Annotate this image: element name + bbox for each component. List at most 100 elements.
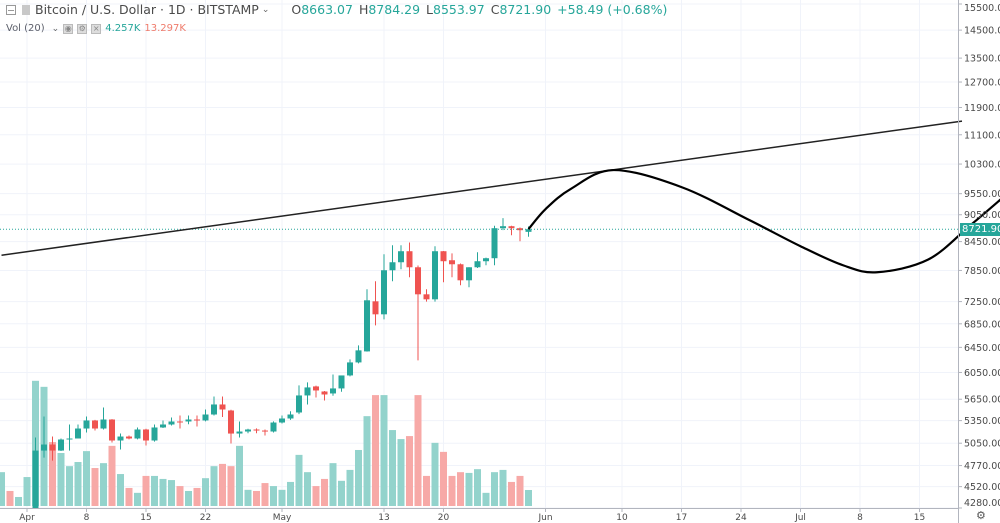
candle-body: [32, 450, 39, 508]
candle: [338, 375, 345, 392]
eye-icon[interactable]: ◉: [63, 24, 74, 34]
candle-body: [126, 436, 132, 439]
price-tick-label: 8450.00: [964, 237, 1000, 248]
candle-body: [219, 404, 226, 410]
candle-body: [449, 260, 455, 265]
candle-body: [372, 301, 379, 315]
candle-body: [525, 229, 532, 232]
volume-bar: [66, 466, 73, 506]
price-tick-label: 10300.00: [964, 160, 1000, 171]
candle-body: [185, 419, 192, 422]
gear-icon[interactable]: ⚙: [77, 24, 88, 34]
volume-bar: [321, 478, 328, 506]
symbol-legend: Bitcoin / U.S. Dollar · 1D · BITSTAMP ⌄ …: [6, 2, 667, 18]
volume-bar: [448, 475, 456, 506]
candle: [466, 267, 472, 288]
volume-bar: [406, 436, 413, 506]
volume-bar: [516, 475, 524, 506]
volume-bar: [117, 474, 124, 506]
candle: [364, 289, 370, 352]
volume-bar: [134, 492, 141, 506]
volume-bar: [261, 483, 269, 506]
candle-body: [491, 228, 498, 259]
candle: [330, 374, 336, 396]
volume-ma-value: 13.297K: [144, 23, 186, 34]
volume-bar: [338, 480, 345, 506]
candle: [228, 409, 234, 444]
chevron-down-icon[interactable]: ⌄: [261, 5, 270, 15]
volume-bar: [465, 472, 473, 506]
price-tick-label: 7850.00: [964, 266, 1000, 277]
volume-bar: [74, 462, 82, 506]
low-value: 8553.97: [433, 2, 485, 17]
open-key: O: [291, 2, 302, 17]
time-tick-label: Apr: [19, 513, 35, 523]
candle: [49, 436, 56, 461]
symbol-logo-icon: [22, 5, 30, 15]
candle: [202, 409, 209, 422]
candle: [262, 429, 268, 436]
gear-icon[interactable]: ⚙: [976, 509, 986, 522]
candle-body: [194, 419, 200, 421]
candle-body: [143, 429, 149, 441]
candle: [500, 218, 506, 231]
price-tick-label: 5050.00: [964, 439, 1000, 450]
volume-bar: [440, 451, 447, 506]
price-axis[interactable]: 15500.00 14500.00 13500.00 12700.00 11900.00…: [958, 3, 1000, 509]
candle: [415, 265, 421, 361]
time-tick-label: Jun: [537, 513, 552, 523]
time-axis[interactable]: Apr 8 15 22 May 13 20 Jun 10 17 24 Jul 8 15: [19, 508, 925, 523]
candle: [440, 250, 447, 283]
symbol-title[interactable]: Bitcoin / U.S. Dollar · 1D · BITSTAMP: [35, 2, 259, 17]
time-tick-label: Jul: [794, 513, 806, 523]
volume-bar: [159, 478, 167, 506]
candle-body: [75, 428, 81, 439]
candle: [347, 359, 353, 377]
candle: [457, 263, 464, 286]
volume-bar: [363, 416, 371, 506]
volume-bar: [380, 395, 388, 506]
close-key: C: [490, 2, 500, 17]
candle-body: [211, 404, 217, 415]
candle-body: [168, 421, 175, 425]
candle-body: [100, 419, 107, 429]
time-tick-label: May: [273, 513, 292, 523]
price-tick-label: 5350.00: [964, 416, 1000, 427]
close-icon[interactable]: ×: [91, 24, 102, 34]
open-value: 8663.07: [301, 2, 353, 17]
candle: [160, 420, 166, 428]
high-value: 8784.29: [368, 2, 421, 17]
price-tick-label: 14500.00: [964, 26, 1000, 37]
candle: [143, 428, 149, 446]
price-tick-label: 4770.00: [964, 461, 1000, 472]
candle-body: [389, 262, 396, 271]
time-tick-label: 20: [438, 513, 450, 523]
time-tick-label: 8: [857, 513, 863, 523]
candle-body: [483, 258, 489, 262]
candle: [236, 421, 243, 438]
candle: [219, 396, 226, 417]
volume-label[interactable]: Vol (20): [6, 23, 45, 34]
drawings[interactable]: [1, 120, 1000, 274]
candle: [270, 421, 277, 433]
candle-body: [415, 267, 421, 295]
candle-body: [58, 439, 64, 451]
candle: [372, 281, 379, 326]
collapse-icon[interactable]: [6, 5, 16, 15]
candle-body: [432, 251, 438, 300]
volume-bar: [253, 490, 260, 506]
projection-curve: [527, 168, 1000, 274]
candle-body: [364, 300, 370, 352]
candle: [126, 435, 132, 440]
candle-body: [83, 420, 90, 429]
candle: [321, 391, 328, 401]
candle: [296, 385, 302, 415]
candle-body: [49, 444, 56, 451]
volume-bar: [423, 475, 430, 506]
volume-bar: [329, 463, 337, 506]
time-tick-label: 15: [140, 513, 151, 523]
volume-bar: [57, 452, 65, 506]
candle-body: [41, 444, 47, 451]
chevron-down-icon[interactable]: ⌄: [51, 24, 60, 34]
